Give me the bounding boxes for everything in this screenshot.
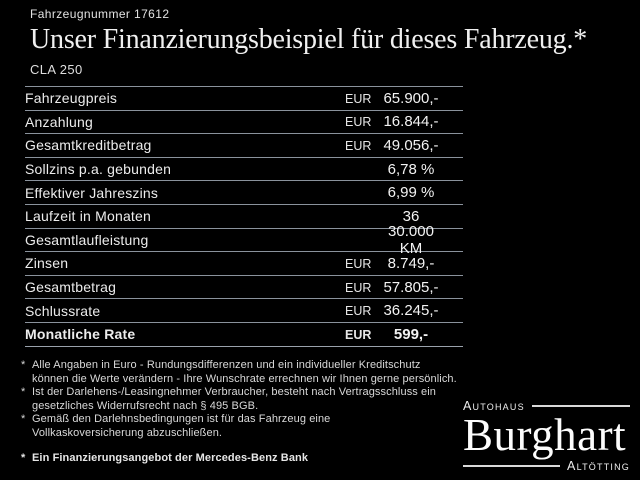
row-value-group: EUR 599,-	[345, 326, 445, 343]
asterisk-marker: *	[21, 413, 26, 425]
currency-label: EUR	[345, 256, 372, 271]
row-value: 6,78 %	[387, 160, 435, 178]
table-row: Fahrzeugpreis EUR 65.900,-	[25, 86, 463, 110]
row-value-group: EUR 16.844,-	[345, 113, 445, 130]
row-label: Schlussrate	[25, 302, 101, 319]
row-value: 8.749,-	[387, 254, 435, 272]
row-value-group: EUR 49.056,-	[345, 137, 445, 154]
footnote-text: Ein Finanzierungsangebot der Mercedes-Be…	[32, 452, 309, 464]
asterisk-marker: *	[21, 386, 26, 398]
row-label: Anzahlung	[25, 113, 93, 130]
row-value-group: EUR 36.245,-	[345, 302, 445, 319]
vehicle-model: CLA 250	[30, 62, 83, 77]
row-value: 16.844,-	[383, 113, 439, 131]
currency-label: EUR	[345, 138, 372, 153]
row-value-group: 30.000 KM	[345, 223, 445, 257]
row-value-group: EUR 57.805,-	[345, 279, 445, 296]
table-row-monthly-rate: Monatliche Rate EUR 599,-	[25, 321, 463, 346]
page-title: Unser Finanzierungsbeispiel für dieses F…	[30, 24, 588, 55]
vehicle-number: Fahrzeugnummer 17612	[30, 7, 170, 21]
table-row: Gesamtbetrag EUR 57.805,-	[25, 274, 463, 299]
table-row: Effektiver Jahreszins 6,99 %	[25, 180, 463, 204]
footnote: * Ist der Darlehens-/Leasingnehmer Verbr…	[21, 386, 481, 413]
currency-label: EUR	[345, 91, 372, 106]
row-value: 65.900,-	[383, 89, 439, 107]
footnote-text: Gemäß den Darlehnsbedingungen ist für da…	[32, 413, 331, 439]
logo-rule-top	[531, 405, 630, 407]
row-value-group: EUR 65.900,-	[345, 90, 445, 107]
row-value: 599,-	[393, 325, 429, 343]
logo-altoetting-label: Altötting	[567, 458, 630, 473]
row-value-group: 36	[345, 208, 445, 225]
row-label: Zinsen	[25, 255, 69, 272]
row-value: 36.245,-	[383, 302, 439, 320]
logo-dealer-name: Burghart	[463, 410, 627, 460]
row-value: 30.000 KM	[388, 222, 434, 257]
row-value-group: 6,78 %	[345, 161, 445, 178]
footnote: * Gemäß den Darlehnsbedingungen ist für …	[21, 413, 481, 440]
row-label: Fahrzeugpreis	[25, 90, 118, 107]
row-label: Gesamtkreditbetrag	[25, 137, 152, 154]
table-row: Sollzins p.a. gebunden 6,78 %	[25, 156, 463, 181]
table-row: Gesamtlaufleistung 30.000 KM	[25, 223, 463, 257]
footnote-bank-offer: * Ein Finanzierungsangebot der Mercedes-…	[21, 452, 481, 466]
row-label: Gesamtbetrag	[25, 279, 117, 296]
logo-rule-bottom	[463, 464, 561, 467]
row-value: 36	[402, 207, 420, 225]
header: Fahrzeugnummer 17612 Unser Finanzierungs…	[30, 7, 587, 77]
row-value: 57.805,-	[383, 278, 439, 296]
dealer-logo: Autohaus Burghart Altötting	[463, 399, 630, 473]
asterisk-marker: *	[21, 452, 26, 464]
table-row: Gesamtkreditbetrag EUR 49.056,-	[25, 133, 463, 157]
row-label: Sollzins p.a. gebunden	[25, 161, 172, 178]
row-value-group: 6,99 %	[345, 184, 445, 201]
row-label: Effektiver Jahreszins	[25, 184, 159, 201]
footnote: * Alle Angaben in Euro - Rundungsdiffere…	[21, 359, 481, 386]
row-value-group: EUR 8.749,-	[345, 255, 445, 272]
financing-table: Fahrzeugpreis EUR 65.900,- Anzahlung EUR…	[25, 86, 463, 347]
logo-autohaus-label: Autohaus	[463, 399, 525, 413]
table-row: Laufzeit in Monaten 36	[25, 203, 463, 228]
logo-top-row: Autohaus	[463, 399, 630, 413]
footnote-text: Alle Angaben in Euro - Rundungsdifferenz…	[32, 359, 457, 385]
currency-label: EUR	[345, 304, 372, 319]
footnotes: * Alle Angaben in Euro - Rundungsdiffere…	[21, 359, 481, 466]
asterisk-marker: *	[21, 359, 26, 371]
row-label: Monatliche Rate	[25, 326, 136, 343]
row-value: 49.056,-	[383, 136, 439, 154]
logo-bottom-row: Altötting	[463, 459, 630, 473]
table-row: Schlussrate EUR 36.245,-	[25, 298, 463, 322]
row-label: Laufzeit in Monaten	[25, 208, 151, 225]
currency-label: EUR	[345, 327, 372, 342]
currency-label: EUR	[345, 280, 372, 295]
footnote-text: Ist der Darlehens-/Leasingnehmer Verbrau…	[32, 386, 437, 412]
row-value: 6,99 %	[387, 184, 435, 202]
table-row: Zinsen EUR 8.749,-	[25, 251, 463, 275]
currency-label: EUR	[345, 115, 372, 130]
table-row: Anzahlung EUR 16.844,-	[25, 109, 463, 134]
row-label: Gesamtlaufleistung	[25, 231, 149, 248]
